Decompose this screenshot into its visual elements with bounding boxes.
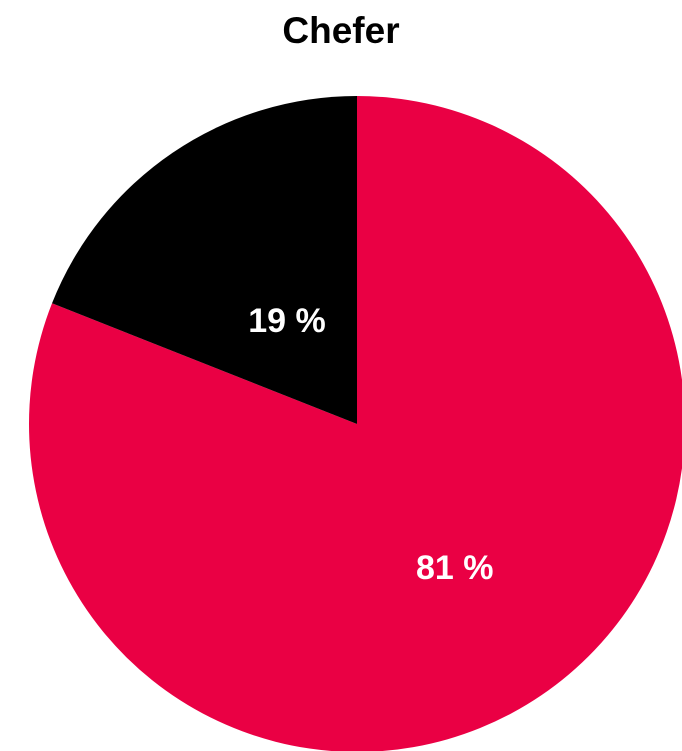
- pie-slice-label-1: 19 %: [248, 302, 326, 340]
- pie-slice-label-0: 81 %: [416, 549, 494, 587]
- pie-slices: [29, 96, 682, 751]
- pie-slice-0: [29, 96, 682, 751]
- pie-slice-1: [52, 96, 357, 424]
- pie-labels: 81 % 19 %: [248, 302, 493, 587]
- chart-title: Chefer: [282, 10, 400, 51]
